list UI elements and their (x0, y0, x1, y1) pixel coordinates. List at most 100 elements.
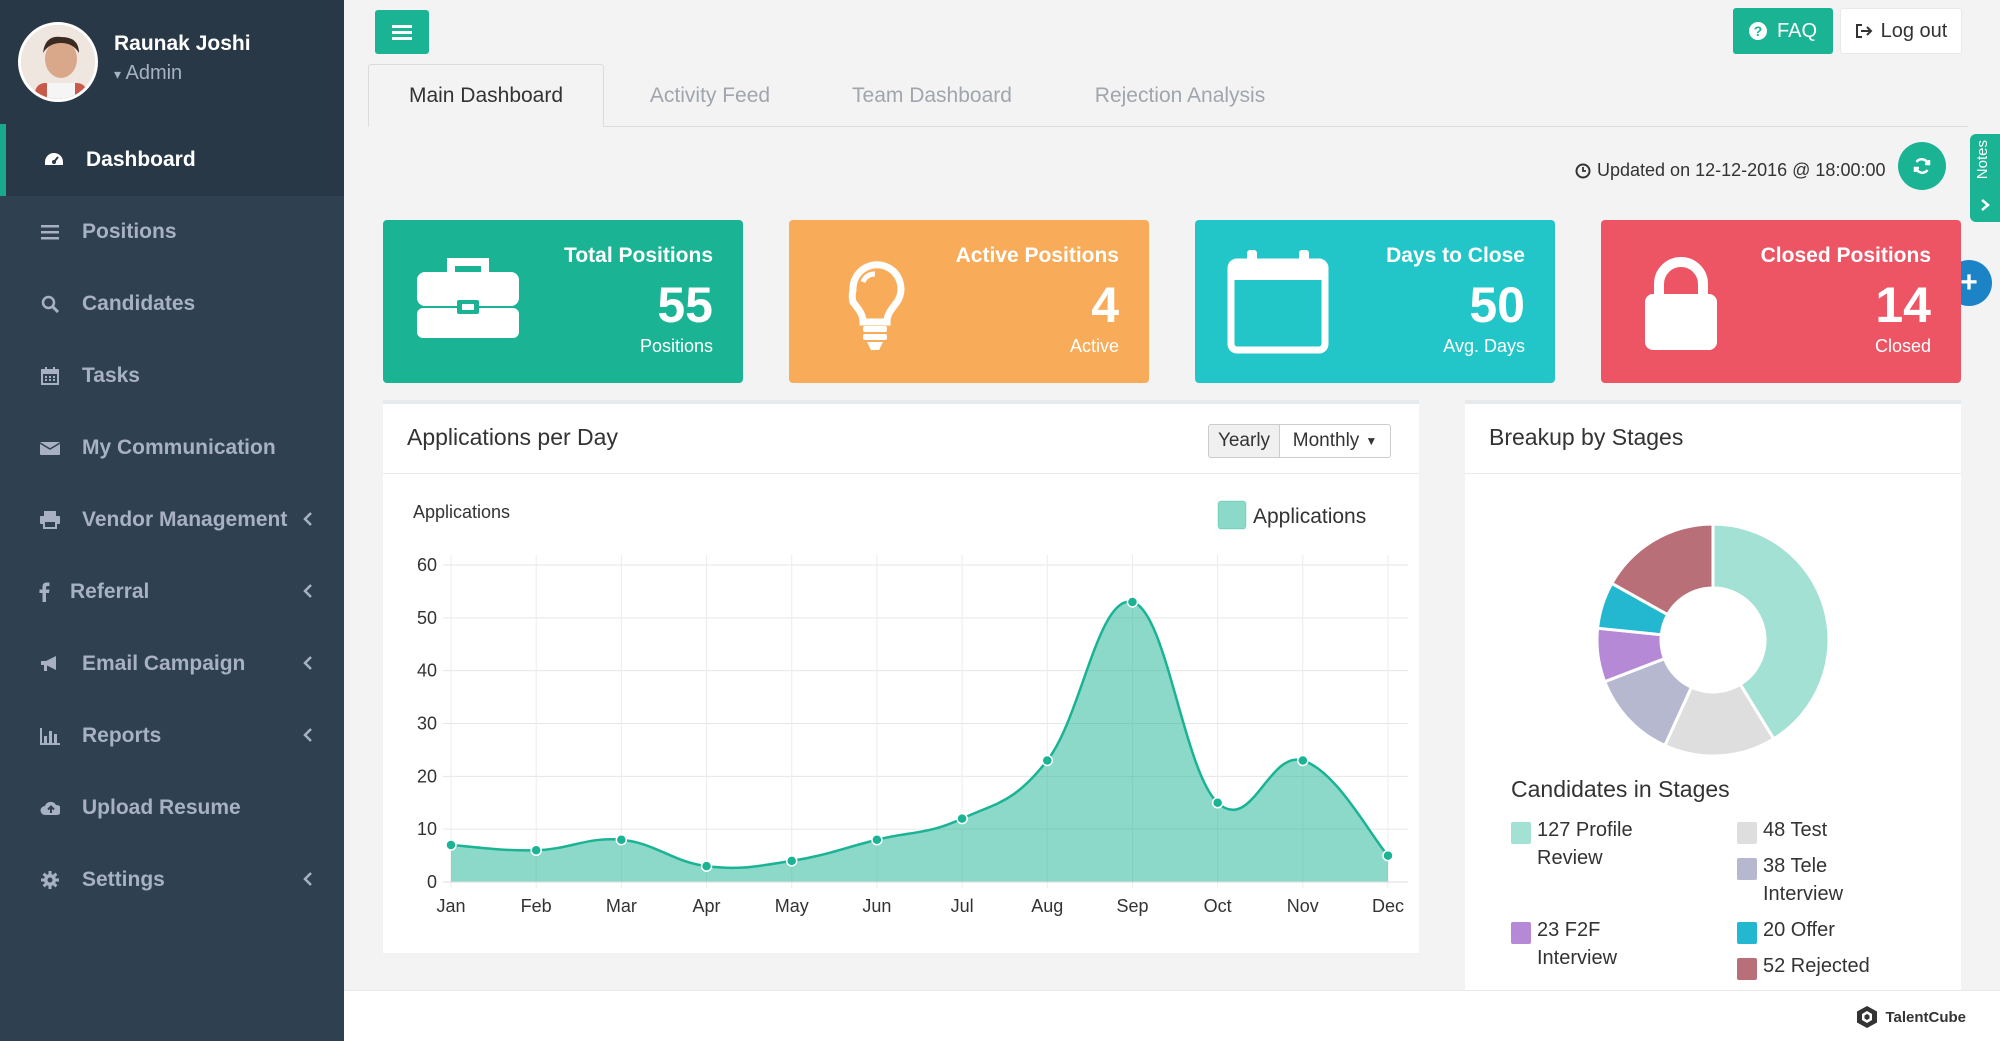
tab-label: Main Dashboard (408, 83, 564, 107)
panel-title: Applications per Day (407, 424, 618, 450)
data-point[interactable] (615, 833, 628, 846)
stage-legend-item: 20 Offer (1737, 916, 1917, 944)
list-icon (40, 222, 60, 242)
kpi-title: Active Positions (955, 244, 1119, 267)
avatar[interactable] (18, 22, 98, 102)
data-point[interactable] (1041, 754, 1054, 767)
data-point[interactable] (1126, 596, 1139, 608)
sidebar-item-vendor-management[interactable]: Vendor Management (0, 484, 344, 556)
refresh-button[interactable] (1898, 142, 1946, 190)
monthly-dropdown-button[interactable]: Monthly ▼ (1279, 424, 1391, 458)
user-profile: Raunak Joshi ▾ Admin (0, 0, 344, 124)
data-point[interactable] (956, 812, 968, 825)
tab-activity-feed[interactable]: Activity Feed (620, 64, 800, 127)
sidebar-item-my-communication[interactable]: My Communication (0, 412, 344, 484)
x-tick-label: Jun (862, 896, 891, 916)
chevron-left-icon (303, 656, 312, 670)
sidebar-item-label: Dashboard (86, 148, 196, 171)
x-tick-label: Jan (436, 896, 465, 916)
user-role-dropdown[interactable]: ▾ Admin (114, 62, 182, 85)
plus-icon: + (1960, 266, 1978, 299)
stage-legend-item: 38 Tele Interview (1737, 852, 1867, 908)
data-point[interactable] (785, 855, 798, 867)
data-point[interactable] (445, 839, 457, 851)
stage-legend-label: 23 F2F Interview (1537, 919, 1618, 969)
stage-legend-label: 20 Offer (1763, 919, 1835, 941)
lock-icon (1645, 257, 1717, 350)
data-point[interactable] (1297, 754, 1309, 767)
sidebar-item-dashboard[interactable]: Dashboard (0, 124, 344, 196)
x-tick-label: Apr (693, 896, 721, 916)
sidebar-item-email-campaign[interactable]: Email Campaign (0, 628, 344, 700)
sidebar-item-upload-resume[interactable]: Upload Resume (0, 772, 344, 844)
lightbulb-icon (848, 261, 905, 350)
faq-button[interactable]: ? FAQ (1733, 8, 1833, 54)
x-tick-label: Aug (1031, 896, 1063, 916)
footer-brand: TalentCube (1855, 1005, 1966, 1029)
sidebar-item-label: My Communication (82, 436, 276, 459)
tab-team-dashboard[interactable]: Team Dashboard (832, 64, 1032, 127)
monthly-label: Monthly (1292, 430, 1360, 451)
chevron-right-icon (1981, 199, 1990, 211)
yearly-toggle-button[interactable]: Yearly (1208, 424, 1280, 458)
menu-toggle-button[interactable] (375, 10, 429, 54)
sidebar-item-label: Upload Resume (82, 796, 241, 819)
y-tick-label: 30 (417, 714, 437, 734)
chevron-left-icon (303, 512, 312, 526)
dashboard-icon (44, 150, 64, 170)
y-axis-label: Applications (413, 502, 510, 522)
svg-text:?: ? (1754, 23, 1763, 39)
kpi-value: 4 (1091, 277, 1119, 333)
sidebar-item-candidates[interactable]: Candidates (0, 268, 344, 340)
sidebar-item-reports[interactable]: Reports (0, 700, 344, 772)
stage-legend-item: 127 Profile Review (1511, 816, 1661, 872)
donut-slice[interactable] (1609, 522, 1715, 617)
y-tick-label: 0 (427, 872, 437, 892)
data-point[interactable] (1382, 849, 1394, 862)
calendar-icon (40, 366, 60, 386)
sidebar-item-tasks[interactable]: Tasks (0, 340, 344, 412)
tab-rejection-analysis[interactable]: Rejection Analysis (1080, 64, 1280, 127)
data-point[interactable] (530, 844, 542, 857)
sidebar-item-positions[interactable]: Positions (0, 196, 344, 268)
calendar-icon (1227, 250, 1329, 354)
y-tick-label: 50 (417, 608, 437, 628)
question-circle-icon: ? (1748, 22, 1767, 40)
sidebar: Raunak Joshi ▾ Admin Dashboard Positions… (0, 0, 344, 1041)
stage-legend-item: 48 Test (1737, 816, 1887, 844)
clock-icon (1575, 163, 1591, 178)
data-point[interactable] (700, 860, 713, 872)
last-updated: Updated on 12-12-2016 @ 18:00:00 (1575, 160, 1886, 181)
kpi-subtitle: Closed (1874, 336, 1931, 356)
legend-swatch (1737, 958, 1757, 980)
tab-main-dashboard[interactable]: Main Dashboard (368, 64, 604, 127)
gear-icon (40, 870, 60, 890)
hamburger-icon (392, 25, 412, 40)
kpi-card-days-to-close: Days to Close 50 Avg. Days (1195, 220, 1555, 383)
stage-legend-label: 48 Test (1763, 819, 1828, 841)
data-point[interactable] (1211, 797, 1224, 809)
sidebar-item-referral[interactable]: Referral (0, 556, 344, 628)
legend-swatch (1217, 500, 1247, 530)
user-name: Raunak Joshi (114, 32, 251, 55)
kpi-card-active-positions: Active Positions 4 Active (789, 220, 1149, 383)
sidebar-item-settings[interactable]: Settings (0, 844, 344, 916)
data-point[interactable] (871, 833, 883, 846)
sidebar-nav: Dashboard Positions Candidates Tasks My … (0, 124, 344, 916)
facebook-icon (34, 582, 54, 602)
kpi-card-closed-positions: Closed Positions 14 Closed (1601, 220, 1961, 383)
legend-label: Applications (1253, 505, 1366, 528)
stage-legend-label: 52 Rejected (1763, 955, 1870, 977)
logout-button[interactable]: Log out (1840, 8, 1962, 54)
caret-down-icon: ▾ (114, 66, 122, 82)
kpi-subtitle: Positions (639, 336, 713, 356)
x-tick-label: Jul (951, 896, 974, 916)
logout-label: Log out (1880, 19, 1948, 42)
tab-label: Activity Feed (649, 83, 771, 107)
sidebar-item-label: Settings (82, 868, 165, 891)
legend-swatch (1737, 922, 1757, 944)
caret-down-icon: ▼ (1365, 434, 1378, 448)
notes-tab[interactable]: Notes (1970, 134, 2000, 222)
kpi-value: 14 (1875, 277, 1931, 333)
chevron-left-icon (303, 584, 312, 598)
